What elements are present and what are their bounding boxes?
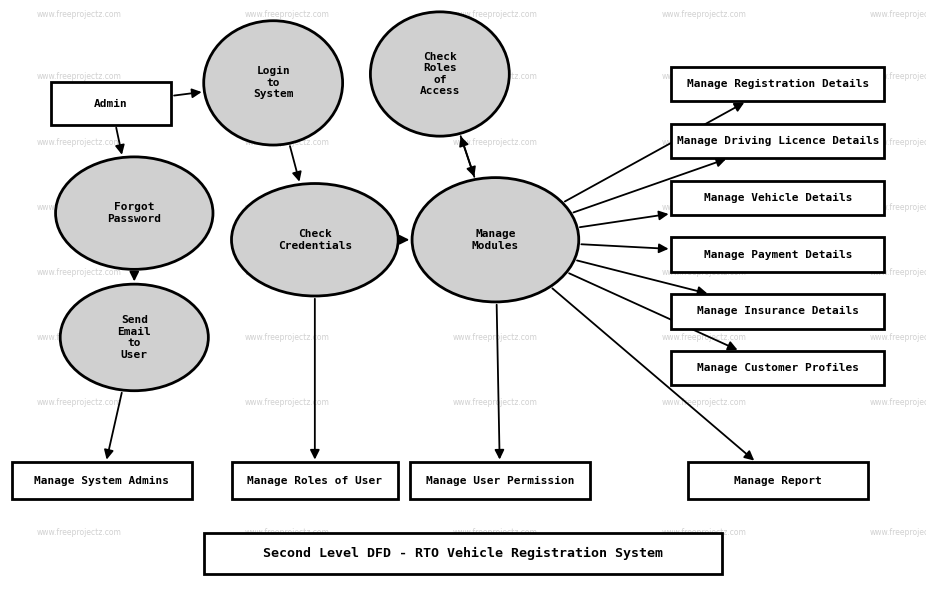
Text: www.freeprojectz.com: www.freeprojectz.com — [661, 528, 746, 538]
Bar — [51, 82, 171, 125]
Text: www.freeprojectz.com: www.freeprojectz.com — [36, 528, 121, 538]
Ellipse shape — [56, 157, 213, 269]
Text: Check
Credentials: Check Credentials — [278, 229, 352, 250]
Text: www.freeprojectz.com: www.freeprojectz.com — [661, 268, 746, 277]
Text: Manage Vehicle Details: Manage Vehicle Details — [704, 193, 852, 202]
Ellipse shape — [60, 284, 208, 391]
Text: www.freeprojectz.com: www.freeprojectz.com — [453, 137, 538, 147]
Text: Manage System Admins: Manage System Admins — [34, 476, 169, 485]
Text: www.freeprojectz.com: www.freeprojectz.com — [244, 333, 330, 342]
Text: www.freeprojectz.com: www.freeprojectz.com — [661, 137, 746, 147]
Text: www.freeprojectz.com: www.freeprojectz.com — [870, 72, 926, 82]
Text: www.freeprojectz.com: www.freeprojectz.com — [36, 202, 121, 212]
Text: www.freeprojectz.com: www.freeprojectz.com — [244, 72, 330, 82]
Text: www.freeprojectz.com: www.freeprojectz.com — [244, 202, 330, 212]
Ellipse shape — [412, 178, 579, 302]
Bar — [671, 351, 884, 385]
Text: www.freeprojectz.com: www.freeprojectz.com — [661, 333, 746, 342]
Text: www.freeprojectz.com: www.freeprojectz.com — [661, 398, 746, 407]
Bar — [671, 67, 884, 101]
Text: www.freeprojectz.com: www.freeprojectz.com — [870, 398, 926, 407]
Text: www.freeprojectz.com: www.freeprojectz.com — [453, 268, 538, 277]
Text: www.freeprojectz.com: www.freeprojectz.com — [661, 72, 746, 82]
Text: Login
to
System: Login to System — [253, 66, 294, 99]
Text: www.freeprojectz.com: www.freeprojectz.com — [870, 528, 926, 538]
Ellipse shape — [232, 184, 398, 296]
Text: Check
Roles
of
Access: Check Roles of Access — [419, 52, 460, 96]
Text: www.freeprojectz.com: www.freeprojectz.com — [36, 137, 121, 147]
Bar — [204, 533, 722, 574]
Text: www.freeprojectz.com: www.freeprojectz.com — [453, 528, 538, 538]
Text: www.freeprojectz.com: www.freeprojectz.com — [36, 72, 121, 82]
Text: Manage Payment Details: Manage Payment Details — [704, 250, 852, 259]
Bar — [671, 124, 884, 158]
Text: Manage User Permission: Manage User Permission — [426, 476, 574, 485]
Bar — [687, 462, 869, 499]
Text: www.freeprojectz.com: www.freeprojectz.com — [870, 10, 926, 20]
Bar — [11, 462, 193, 499]
Text: www.freeprojectz.com: www.freeprojectz.com — [870, 268, 926, 277]
Text: Send
Email
to
User: Send Email to User — [118, 315, 151, 360]
Text: www.freeprojectz.com: www.freeprojectz.com — [661, 10, 746, 20]
Text: Second Level DFD - RTO Vehicle Registration System: Second Level DFD - RTO Vehicle Registrat… — [263, 547, 663, 560]
Text: www.freeprojectz.com: www.freeprojectz.com — [453, 398, 538, 407]
Text: www.freeprojectz.com: www.freeprojectz.com — [453, 72, 538, 82]
Text: www.freeprojectz.com: www.freeprojectz.com — [36, 268, 121, 277]
Text: www.freeprojectz.com: www.freeprojectz.com — [244, 268, 330, 277]
Text: www.freeprojectz.com: www.freeprojectz.com — [870, 333, 926, 342]
Text: Manage Registration Details: Manage Registration Details — [687, 79, 869, 89]
Text: www.freeprojectz.com: www.freeprojectz.com — [36, 398, 121, 407]
Text: www.freeprojectz.com: www.freeprojectz.com — [244, 398, 330, 407]
Bar — [671, 237, 884, 272]
Text: Manage Driving Licence Details: Manage Driving Licence Details — [677, 136, 879, 146]
Ellipse shape — [370, 12, 509, 136]
Text: www.freeprojectz.com: www.freeprojectz.com — [870, 202, 926, 212]
Text: Admin: Admin — [94, 99, 128, 108]
Text: www.freeprojectz.com: www.freeprojectz.com — [453, 10, 538, 20]
Text: www.freeprojectz.com: www.freeprojectz.com — [661, 202, 746, 212]
Text: Manage Report: Manage Report — [734, 476, 821, 485]
Bar — [671, 294, 884, 329]
Text: www.freeprojectz.com: www.freeprojectz.com — [244, 10, 330, 20]
Text: Manage
Modules: Manage Modules — [471, 229, 519, 250]
Text: Manage Insurance Details: Manage Insurance Details — [697, 307, 858, 316]
Text: www.freeprojectz.com: www.freeprojectz.com — [244, 528, 330, 538]
Text: Manage Roles of User: Manage Roles of User — [247, 476, 382, 485]
Bar — [232, 462, 398, 499]
Text: www.freeprojectz.com: www.freeprojectz.com — [36, 10, 121, 20]
Text: www.freeprojectz.com: www.freeprojectz.com — [36, 333, 121, 342]
Text: Manage Customer Profiles: Manage Customer Profiles — [697, 363, 858, 373]
Text: www.freeprojectz.com: www.freeprojectz.com — [453, 202, 538, 212]
Text: www.freeprojectz.com: www.freeprojectz.com — [244, 137, 330, 147]
Text: www.freeprojectz.com: www.freeprojectz.com — [870, 137, 926, 147]
Text: www.freeprojectz.com: www.freeprojectz.com — [453, 333, 538, 342]
Bar — [409, 462, 591, 499]
Ellipse shape — [204, 21, 343, 145]
Text: Forgot
Password: Forgot Password — [107, 202, 161, 224]
Bar — [671, 181, 884, 215]
